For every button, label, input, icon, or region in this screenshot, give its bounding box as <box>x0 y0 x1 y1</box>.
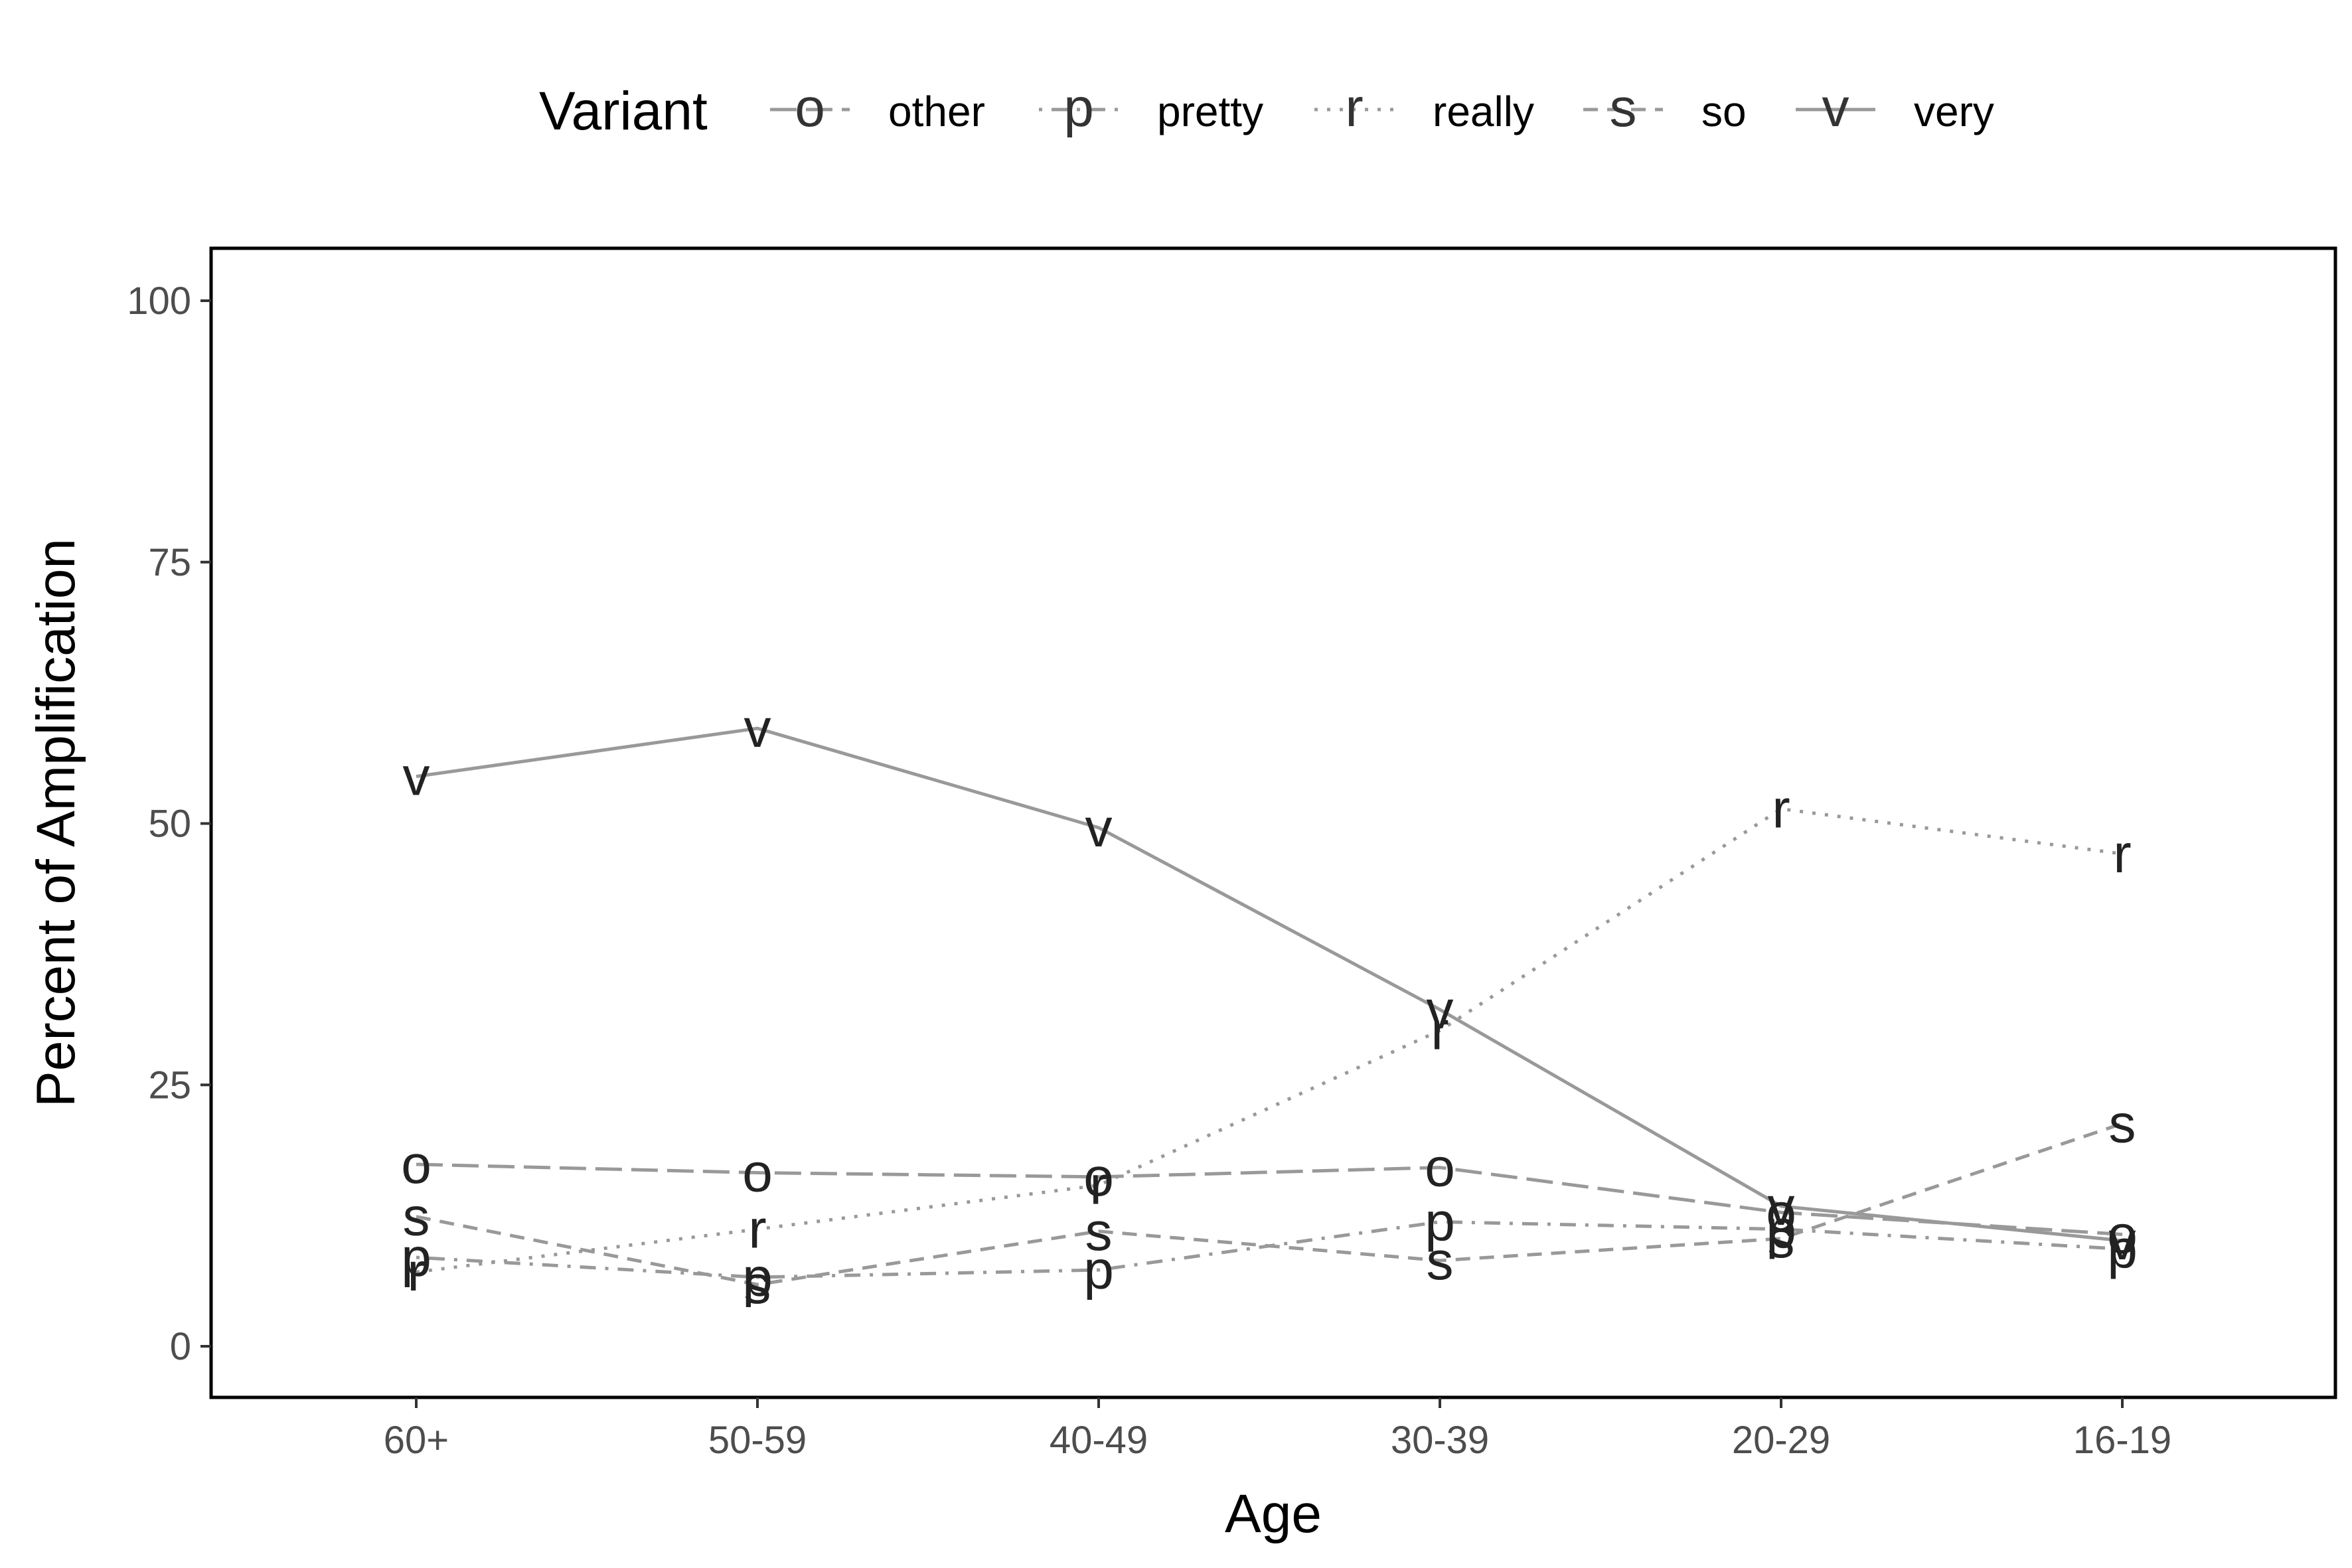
legend-label-other: other <box>888 88 985 135</box>
point-very: v <box>403 747 430 807</box>
point-really: r <box>1431 1000 1449 1061</box>
legend-symbol-very: v <box>1822 78 1849 138</box>
point-other: o <box>401 1135 431 1195</box>
x-axis-title: Age <box>1225 1484 1322 1544</box>
x-tick-label: 60+ <box>384 1419 449 1462</box>
y-tick-label: 100 <box>127 279 191 323</box>
x-tick-label: 20-29 <box>1732 1419 1830 1462</box>
legend-symbol-pretty: p <box>1063 78 1094 138</box>
series-lines <box>416 726 2123 1287</box>
legend-symbol-really: r <box>1345 78 1363 138</box>
point-other: o <box>1083 1147 1114 1208</box>
legend-label-pretty: pretty <box>1157 88 1263 135</box>
x-tick-label: 30-39 <box>1391 1419 1489 1462</box>
legend-symbol-so: s <box>1610 78 1637 138</box>
point-so: s <box>744 1255 771 1315</box>
legend-label-very: very <box>1914 88 1994 135</box>
point-really: r <box>748 1200 766 1260</box>
series-line-very <box>416 726 2123 1243</box>
y-tick-label: 75 <box>148 541 191 584</box>
y-axis-title: Percent of Amplification <box>26 538 86 1107</box>
x-tick-label: 16-19 <box>2073 1419 2171 1462</box>
point-very: v <box>1427 980 1454 1040</box>
point-pretty: p <box>1425 1192 1455 1253</box>
point-really: r <box>2113 824 2131 884</box>
plot-panel-border <box>209 246 2337 1399</box>
point-other: o <box>1425 1138 1455 1198</box>
y-axis: 0 25 50 75 100 <box>127 279 211 1368</box>
point-very: v <box>1768 1176 1795 1237</box>
point-other: o <box>1766 1182 1796 1243</box>
legend: Variant o other p pretty r really s so v very <box>539 78 1994 141</box>
point-very: v <box>2109 1211 2136 1271</box>
series-line-pretty <box>416 1220 2123 1279</box>
point-pretty: p <box>742 1247 773 1308</box>
series-line-so <box>416 1122 2123 1287</box>
point-really: r <box>1772 779 1790 839</box>
x-axis: 60+ 50-59 40-49 30-39 20-29 16-19 <box>384 1397 2171 1462</box>
point-really: r <box>407 1242 425 1302</box>
series-line-really <box>416 807 2123 1274</box>
point-other: o <box>2107 1204 2138 1265</box>
x-tick-label: 40-49 <box>1050 1419 1148 1462</box>
point-pretty: p <box>1083 1240 1114 1300</box>
point-so: s <box>1427 1231 1454 1291</box>
x-tick-label: 50-59 <box>708 1419 807 1462</box>
point-pretty: p <box>2107 1219 2138 1280</box>
point-so: s <box>2109 1094 2136 1154</box>
legend-label-really: really <box>1433 88 1534 135</box>
legend-label-so: so <box>1701 88 1747 135</box>
point-so: s <box>1085 1202 1113 1262</box>
point-pretty: p <box>1766 1200 1796 1260</box>
point-really: r <box>1089 1155 1107 1215</box>
point-so: s <box>1768 1209 1795 1269</box>
point-so: s <box>403 1187 430 1247</box>
point-very: v <box>744 698 771 759</box>
legend-title: Variant <box>539 81 708 141</box>
legend-symbol-other: o <box>795 78 825 138</box>
point-pretty: p <box>401 1227 431 1288</box>
y-tick-label: 0 <box>170 1325 191 1368</box>
point-very: v <box>1085 798 1113 858</box>
series-line-other <box>416 1162 2123 1236</box>
y-tick-label: 25 <box>148 1063 191 1107</box>
y-tick-label: 50 <box>148 803 191 846</box>
point-other: o <box>742 1143 773 1204</box>
